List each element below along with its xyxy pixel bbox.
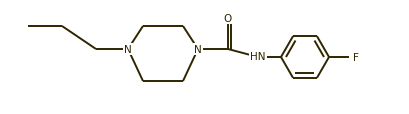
Text: F: F (353, 53, 359, 62)
Text: HN: HN (250, 52, 266, 61)
Text: N: N (194, 45, 202, 54)
Text: O: O (224, 14, 232, 24)
Text: N: N (124, 45, 132, 54)
